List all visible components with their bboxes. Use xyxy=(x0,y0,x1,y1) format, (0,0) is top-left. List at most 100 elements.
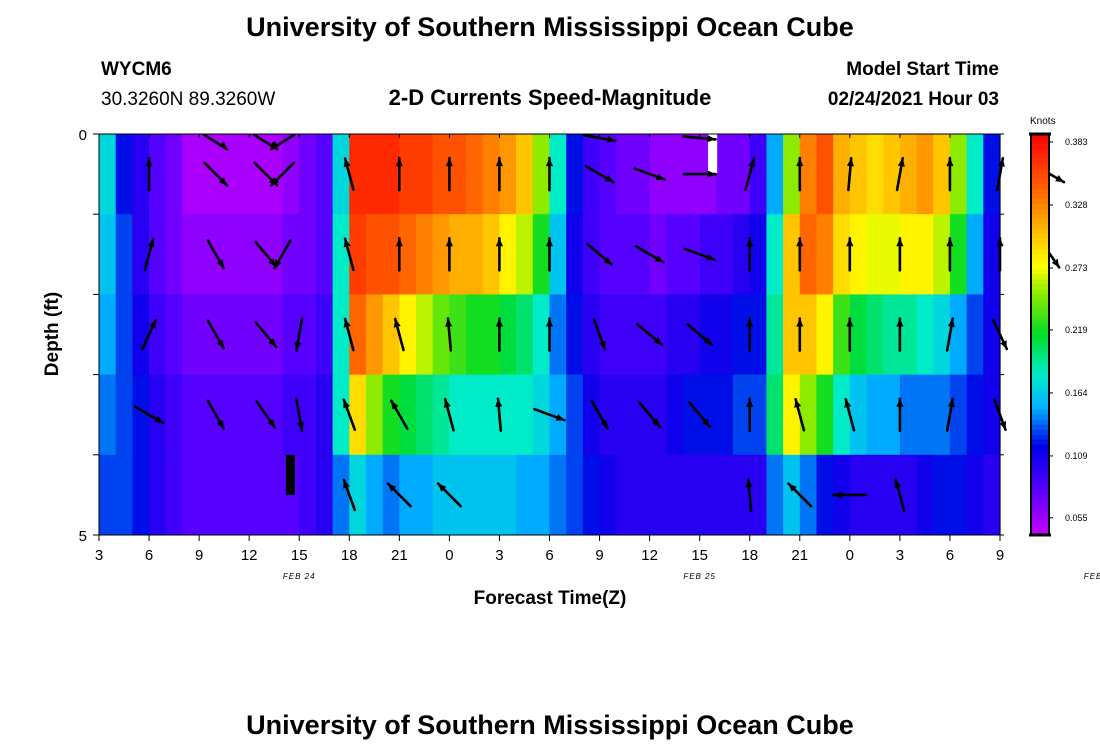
heatmap-cell xyxy=(265,294,284,375)
heatmap-cell xyxy=(282,134,300,215)
heatmap-cell xyxy=(249,134,267,215)
heatmap-cell xyxy=(232,374,250,456)
x-tick-label: 3 xyxy=(495,547,503,564)
heatmap-cell xyxy=(215,214,234,295)
arrow-head xyxy=(603,256,612,265)
current-arrow xyxy=(746,397,754,433)
colorbar-swatch xyxy=(1031,264,1049,270)
current-arrow xyxy=(896,317,904,352)
current-arrow xyxy=(545,317,554,352)
current-arrow xyxy=(946,237,954,272)
heatmap-cell xyxy=(933,214,951,295)
heatmap-cell xyxy=(115,374,133,456)
arrow-head xyxy=(343,479,350,489)
heatmap-cell xyxy=(682,294,701,375)
heatmap-cell xyxy=(933,454,951,536)
colorbar-swatch xyxy=(1031,374,1049,381)
current-arrow xyxy=(682,170,718,178)
heatmap-cell xyxy=(482,454,501,536)
arrow-head xyxy=(495,398,503,407)
heatmap-cell xyxy=(816,454,834,536)
heatmap-cell xyxy=(733,214,751,295)
colorbar-swatch xyxy=(1031,249,1049,255)
x-tick-label: 3 xyxy=(95,547,103,564)
heatmap-cell xyxy=(983,374,1001,456)
colorbar-tick-label: 0.055 xyxy=(1065,513,1088,523)
heatmap-cell xyxy=(599,214,617,295)
x-tick-label: 3 xyxy=(896,547,904,564)
heatmap-cell xyxy=(949,134,968,215)
arrow-head xyxy=(268,338,277,347)
heatmap-cell xyxy=(749,454,768,536)
heatmap-cell xyxy=(816,374,834,456)
current-arrow xyxy=(746,317,754,352)
heatmap-cell xyxy=(332,374,350,456)
arrow-head xyxy=(395,238,403,247)
heatmap-cell xyxy=(265,134,284,215)
heatmap-cell xyxy=(949,214,968,295)
heatmap-cell xyxy=(432,374,450,456)
arrow-head xyxy=(706,253,715,261)
current-arrow xyxy=(832,491,868,499)
arrow-head xyxy=(707,170,716,178)
heatmap-cell xyxy=(632,214,651,295)
heatmap-cell xyxy=(466,134,484,215)
arrow-head xyxy=(652,418,660,427)
heatmap-cell xyxy=(716,134,734,215)
arrow-head xyxy=(343,158,351,168)
heatmap-cell xyxy=(532,294,551,375)
colorbar-swatch xyxy=(1031,429,1049,436)
arrow-head xyxy=(846,158,855,167)
arrow-head xyxy=(445,318,453,327)
heatmap-cell xyxy=(783,374,801,456)
heatmap-cell xyxy=(866,374,884,456)
arrow-head xyxy=(343,399,350,409)
colorbar-swatch xyxy=(1031,159,1049,165)
heatmap-cell xyxy=(666,214,684,295)
heatmap-cell xyxy=(132,294,150,375)
heatmap-cell xyxy=(99,214,117,295)
colorbar-swatch xyxy=(1031,144,1049,150)
colorbar-swatch xyxy=(1031,339,1049,346)
current-arrow xyxy=(796,237,804,272)
colorbar-swatch xyxy=(1031,529,1049,536)
heatmap-cell xyxy=(532,374,551,456)
current-arrow xyxy=(846,156,855,192)
current-arrow xyxy=(145,156,153,192)
current-arrows xyxy=(133,133,1066,513)
arrow-head xyxy=(343,238,351,248)
current-arrow xyxy=(343,237,355,272)
colorbar-swatch xyxy=(1031,434,1049,441)
arrow-head xyxy=(495,238,503,247)
current-arrow xyxy=(896,397,904,433)
heatmap-cell xyxy=(632,294,651,375)
heatmap-cell xyxy=(899,134,918,215)
heatmap-cell xyxy=(416,214,434,295)
arrow-head xyxy=(604,175,614,183)
arrow-head xyxy=(894,479,902,489)
heatmap-cell xyxy=(282,214,300,295)
heatmap-cell xyxy=(399,454,417,536)
colorbar-swatch xyxy=(1031,504,1049,511)
current-arrow xyxy=(590,399,609,430)
colorbar-swatch xyxy=(1031,439,1049,446)
heatmap-cell xyxy=(132,214,150,295)
colorbar-swatch xyxy=(1031,209,1049,215)
arrow-head xyxy=(794,399,802,408)
current-arrow xyxy=(945,317,955,352)
current-arrow xyxy=(744,157,756,191)
heatmap-cell xyxy=(933,374,951,456)
arrow-head xyxy=(600,419,608,429)
heatmap-cell xyxy=(299,374,317,456)
heatmap-cell xyxy=(799,454,818,536)
heatmap-cell xyxy=(516,374,534,456)
current-arrow xyxy=(946,156,954,192)
heatmap-cell xyxy=(566,294,584,375)
current-arrow xyxy=(796,317,804,352)
colorbar-swatch xyxy=(1031,419,1049,426)
colorbar-tick-label: 0.383 xyxy=(1065,137,1088,147)
colorbar-swatch xyxy=(1031,284,1049,290)
arrow-head xyxy=(796,158,804,167)
x-axis-title: Forecast Time(Z) xyxy=(474,588,627,609)
heatmap-cell xyxy=(449,374,467,456)
